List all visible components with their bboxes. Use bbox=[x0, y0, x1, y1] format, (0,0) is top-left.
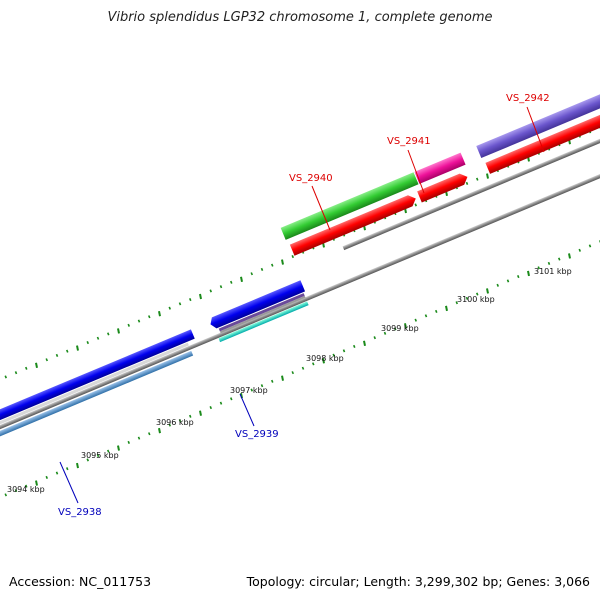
scale-label: 3100 kbp bbox=[457, 295, 495, 304]
scale-tick bbox=[508, 280, 509, 283]
scale-label: 3094 kbp bbox=[7, 485, 45, 494]
map-title: Vibrio splendidus LGP32 chromosome 1, co… bbox=[0, 10, 600, 25]
scale-tick bbox=[210, 406, 211, 409]
scale-tick bbox=[221, 402, 222, 405]
scale-tick bbox=[426, 315, 427, 318]
scale-tick bbox=[518, 275, 519, 278]
scale-tick bbox=[36, 363, 37, 368]
scale-label: 3097 kbp bbox=[230, 386, 268, 395]
scale-tick bbox=[46, 359, 47, 362]
scale-tick bbox=[128, 441, 129, 444]
scale-tick bbox=[57, 354, 58, 357]
scale-tick bbox=[26, 367, 27, 370]
scale-tick bbox=[190, 298, 191, 301]
accession-text: Accession: NC_011753 bbox=[9, 574, 151, 589]
scale-tick bbox=[159, 311, 160, 316]
scale-tick bbox=[497, 284, 498, 287]
scale-tick bbox=[272, 264, 273, 267]
scale-tick bbox=[67, 467, 68, 470]
scale-tick bbox=[282, 376, 283, 381]
scale-tick bbox=[292, 371, 293, 374]
scale-tick bbox=[16, 371, 17, 374]
scale-tick bbox=[579, 249, 580, 252]
scale-tick bbox=[128, 324, 129, 327]
scale-tick bbox=[159, 428, 160, 433]
scale-tick bbox=[364, 341, 365, 346]
scale-tick bbox=[528, 271, 529, 276]
scale-label: 3096 kbp bbox=[156, 418, 194, 427]
scale-tick bbox=[374, 336, 375, 339]
scale-tick bbox=[262, 268, 263, 271]
scale-tick bbox=[487, 174, 488, 179]
scale-tick bbox=[77, 463, 78, 468]
scale-tick bbox=[210, 290, 211, 293]
scale-label: 3098 kbp bbox=[306, 354, 344, 363]
scale-tick bbox=[487, 288, 488, 293]
scale-tick bbox=[415, 204, 416, 207]
scale-tick bbox=[118, 328, 119, 333]
scale-tick bbox=[436, 310, 437, 313]
scale-tick bbox=[354, 345, 355, 348]
scale-tick bbox=[98, 337, 99, 340]
scale-tick bbox=[46, 476, 47, 479]
gene-label-VS_2939: VS_2939 bbox=[235, 429, 279, 440]
scale-tick bbox=[118, 446, 119, 451]
scale-tick bbox=[549, 262, 550, 265]
callout-line-VS_2938 bbox=[60, 462, 78, 503]
scale-tick bbox=[149, 433, 150, 436]
scale-tick bbox=[477, 178, 478, 181]
scale-tick bbox=[559, 258, 560, 261]
scale-tick bbox=[149, 316, 150, 319]
scale-tick bbox=[139, 320, 140, 323]
scale-tick bbox=[200, 411, 201, 416]
scale-tick bbox=[467, 182, 468, 185]
scale-tick bbox=[180, 303, 181, 306]
scale-tick bbox=[108, 333, 109, 336]
gene-label-VS_2940: VS_2940 bbox=[289, 173, 333, 184]
gene-label-VS_2938: VS_2938 bbox=[58, 507, 102, 518]
scale-tick bbox=[87, 341, 88, 344]
scale-tick bbox=[5, 494, 6, 497]
scale-tick bbox=[67, 350, 68, 353]
scale-tick bbox=[303, 367, 304, 370]
scale-tick bbox=[241, 277, 242, 282]
scale-tick bbox=[200, 294, 201, 299]
scale-tick bbox=[77, 346, 78, 351]
scale-label: 3095 kbp bbox=[81, 451, 119, 460]
scale-tick bbox=[272, 380, 273, 383]
scale-tick bbox=[169, 307, 170, 310]
scale-tick bbox=[590, 245, 591, 248]
genome-summary-text: Topology: circular; Length: 3,299,302 bp… bbox=[247, 574, 590, 589]
scale-tick bbox=[415, 319, 416, 322]
scale-tick bbox=[231, 398, 232, 401]
gene-label-VS_2942: VS_2942 bbox=[506, 93, 550, 104]
scale-label: 3101 kbp bbox=[534, 267, 572, 276]
scale-tick bbox=[446, 306, 447, 311]
scale-tick bbox=[344, 350, 345, 353]
scale-tick bbox=[282, 260, 283, 265]
scale-label: 3099 kbp bbox=[381, 324, 419, 333]
scale-tick bbox=[5, 376, 6, 379]
gene-label-VS_2941: VS_2941 bbox=[387, 136, 431, 147]
callout-line-VS_2939 bbox=[240, 394, 254, 426]
scale-tick bbox=[251, 273, 252, 276]
scale-tick bbox=[139, 437, 140, 440]
scale-tick bbox=[231, 281, 232, 284]
scale-tick bbox=[57, 472, 58, 475]
scale-tick bbox=[569, 253, 570, 258]
scale-tick bbox=[221, 285, 222, 288]
scale-tick bbox=[313, 363, 314, 366]
scale-tick bbox=[292, 255, 293, 257]
